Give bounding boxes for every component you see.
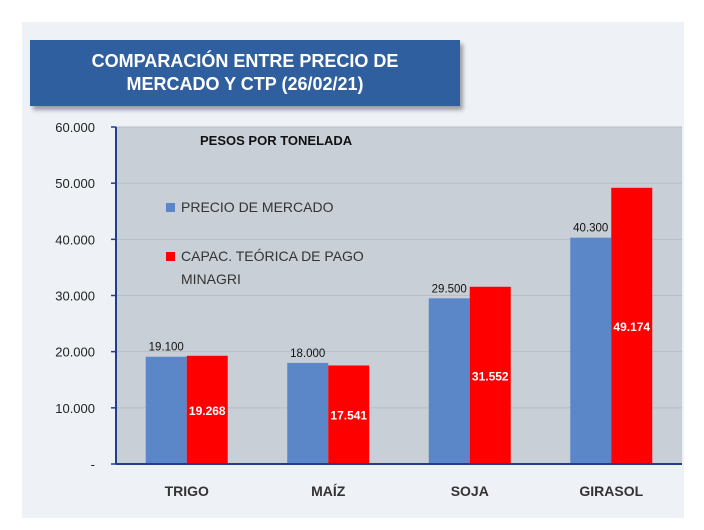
y-tick-label: 40.000 (55, 232, 95, 247)
bar-precio-mercado (145, 356, 187, 464)
chart-title: COMPARACIÓN ENTRE PRECIO DE MERCADO Y CT… (91, 51, 399, 94)
x-axis: TRIGO MAÍZ SOJA GIRASOL (116, 463, 682, 499)
bar-capac-teorica (186, 355, 228, 464)
data-label: 19.268 (189, 404, 226, 418)
data-label: 17.541 (330, 409, 367, 423)
x-tick-label: SOJA (451, 483, 489, 499)
y-axis: - 10.000 20.000 30.000 40.000 50.000 60.000 (55, 120, 117, 472)
data-label: 49.174 (613, 320, 650, 334)
y-tick-label: 20.000 (55, 345, 95, 360)
y-tick-label: 10.000 (55, 401, 95, 416)
bar-precio-mercado (570, 237, 612, 464)
y-tick-label: - (91, 457, 95, 472)
bars: 19.100 19.268 18.000 17.541 29.500 31.552 40.3… (145, 187, 653, 464)
legend-label-capac-teorica-1: CAPAC. TEÓRICA DE PAGO (181, 248, 364, 264)
unit-label: PESOS POR TONELADA (200, 133, 353, 148)
title-banner: COMPARACIÓN ENTRE PRECIO DE MERCADO Y CT… (30, 40, 460, 106)
legend-swatch-precio-mercado (166, 203, 175, 212)
x-tick-label: TRIGO (165, 483, 209, 499)
legend-swatch-capac-teorica (166, 252, 175, 261)
data-label: 19.100 (149, 342, 184, 354)
y-tick-label: 30.000 (55, 289, 95, 304)
bar-capac-teorica (328, 365, 370, 464)
x-tick-label: GIRASOL (579, 483, 643, 499)
data-label: 18.000 (290, 348, 325, 360)
data-label: 40.300 (573, 223, 608, 235)
data-label: 29.500 (432, 283, 467, 295)
x-tick-label: MAÍZ (311, 483, 346, 499)
y-tick-label: 50.000 (55, 176, 95, 191)
y-tick-label: 60.000 (55, 120, 95, 135)
bar-precio-mercado (287, 362, 329, 464)
legend-label-capac-teorica-2: MINAGRI (181, 271, 241, 287)
legend-label-precio-mercado: PRECIO DE MERCADO (181, 199, 334, 215)
legend: PRECIO DE MERCADO CAPAC. TEÓRICA DE PAGO M… (166, 199, 364, 287)
data-label: 31.552 (472, 369, 509, 383)
bar-precio-mercado (428, 298, 470, 464)
bar-capac-teorica (469, 286, 511, 464)
bar-capac-teorica (611, 187, 653, 464)
